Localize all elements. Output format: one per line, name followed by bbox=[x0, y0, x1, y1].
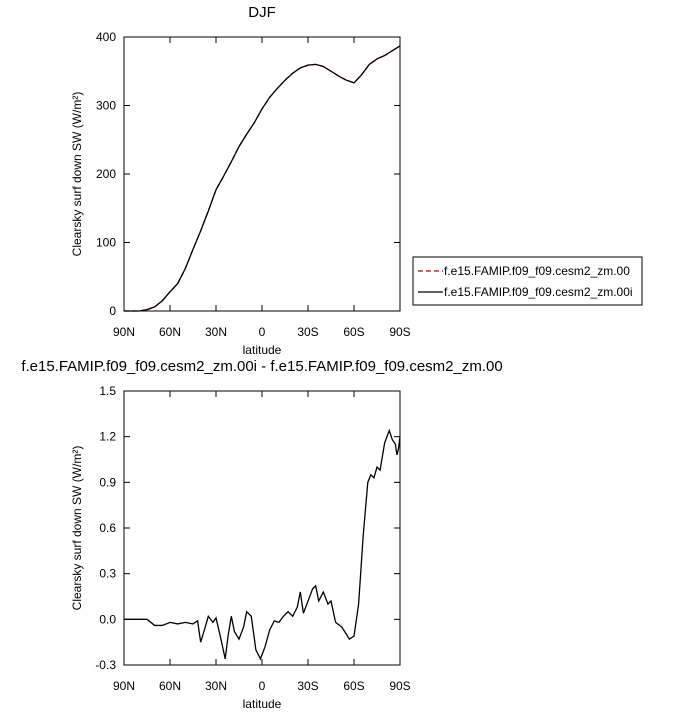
x-tick-label: 30N bbox=[205, 679, 227, 693]
x-tick-label: 30N bbox=[205, 325, 227, 339]
y-tick-label: 200 bbox=[96, 167, 116, 181]
y-tick-label: 0.9 bbox=[99, 475, 116, 489]
x-tick-label: 90S bbox=[389, 325, 410, 339]
x-axis-label: latitude bbox=[243, 343, 282, 357]
chart-title: DJF bbox=[248, 4, 276, 21]
data-line bbox=[124, 45, 401, 312]
y-axis-label: Clearsky surf down SW (W/m²) bbox=[70, 446, 84, 611]
x-tick-label: 60S bbox=[343, 325, 364, 339]
y-tick-label: 0.3 bbox=[99, 567, 116, 581]
x-axis-label: latitude bbox=[243, 697, 282, 711]
x-tick-label: 30S bbox=[297, 679, 318, 693]
legend-label: f.e15.FAMIP.f09_f09.cesm2_zm.00 bbox=[444, 264, 630, 278]
x-tick-label: 0 bbox=[259, 325, 266, 339]
y-tick-label: 400 bbox=[96, 30, 116, 44]
y-tick-label: 0 bbox=[109, 304, 116, 318]
legend-box bbox=[412, 256, 643, 306]
x-tick-label: 90N bbox=[113, 679, 135, 693]
x-tick-label: 30S bbox=[297, 325, 318, 339]
y-tick-label: 0.6 bbox=[99, 521, 116, 535]
x-tick-label: 90N bbox=[113, 325, 135, 339]
legend-label: f.e15.FAMIP.f09_f09.cesm2_zm.00i bbox=[444, 285, 633, 299]
plot-frame bbox=[123, 390, 401, 666]
x-tick-label: 60N bbox=[159, 325, 181, 339]
y-tick-label: 1.2 bbox=[99, 430, 116, 444]
data-line bbox=[124, 428, 401, 661]
plot-frame bbox=[123, 36, 401, 312]
data-line bbox=[124, 45, 401, 312]
chart-title: f.e15.FAMIP.f09_f09.cesm2_zm.00i - f.e15… bbox=[21, 358, 502, 375]
y-axis-label: Clearsky surf down SW (W/m²) bbox=[70, 92, 84, 257]
x-tick-label: 60N bbox=[159, 679, 181, 693]
y-tick-label: 0.0 bbox=[99, 612, 116, 626]
x-tick-label: 0 bbox=[259, 679, 266, 693]
y-tick-label: 100 bbox=[96, 236, 116, 250]
y-tick-label: -0.3 bbox=[95, 658, 116, 672]
x-tick-label: 60S bbox=[343, 679, 364, 693]
y-tick-label: 1.5 bbox=[99, 384, 116, 398]
y-tick-label: 300 bbox=[96, 99, 116, 113]
x-tick-label: 90S bbox=[389, 679, 410, 693]
